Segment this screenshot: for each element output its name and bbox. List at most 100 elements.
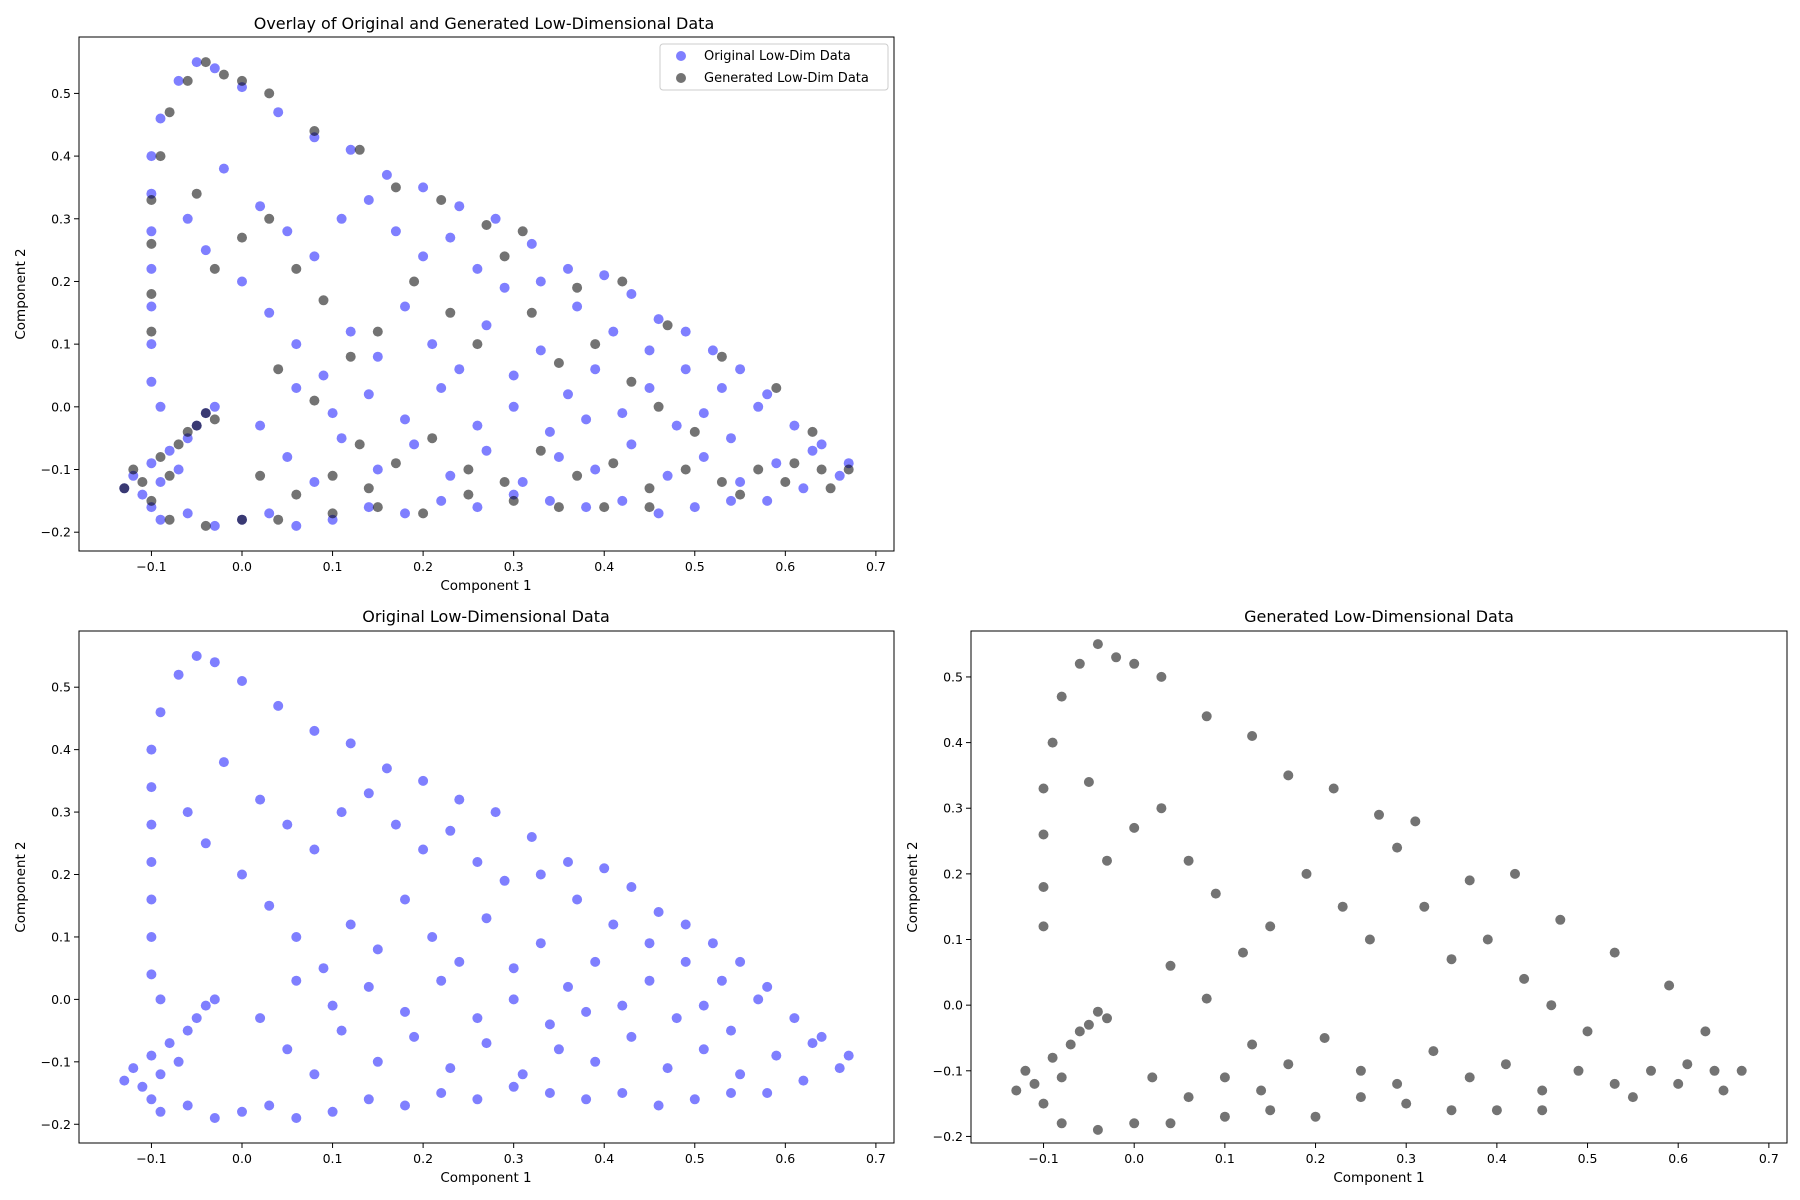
original-points — [119, 651, 854, 1123]
scatter-point — [1355, 1092, 1366, 1103]
scatter-point — [282, 1044, 293, 1055]
scatter-point — [336, 433, 347, 444]
scatter-point — [173, 1056, 184, 1067]
scatter-point — [282, 819, 293, 830]
scatter-point — [264, 213, 275, 224]
scatter-point — [526, 238, 537, 249]
scatter-point — [581, 1006, 592, 1017]
scatter-point — [354, 439, 365, 450]
scatter-point — [753, 401, 764, 412]
scatter-point — [563, 857, 573, 867]
scatter-point — [363, 788, 374, 799]
scatter-point — [572, 301, 583, 312]
generated-points — [1011, 639, 1747, 1135]
scatter-point — [816, 1031, 827, 1042]
original-y-label: Component 2 — [13, 841, 29, 932]
scatter-point — [771, 458, 782, 469]
scatter-point — [363, 389, 374, 400]
scatter-point — [255, 470, 266, 481]
y-tick-label: 0.3 — [51, 211, 71, 226]
scatter-point — [209, 401, 220, 412]
scatter-point — [363, 483, 374, 494]
scatter-point — [1446, 1105, 1457, 1116]
scatter-point — [264, 508, 275, 519]
scatter-point — [182, 426, 193, 437]
scatter-point — [282, 452, 293, 462]
scatter-point — [508, 994, 519, 1005]
scatter-point — [291, 520, 302, 531]
scatter-point — [653, 907, 664, 917]
scatter-point — [237, 232, 247, 243]
scatter-point — [1047, 1052, 1058, 1063]
scatter-point — [626, 376, 637, 387]
scatter-point — [390, 458, 401, 469]
scatter-point — [191, 188, 202, 199]
scatter-point — [1500, 1059, 1511, 1070]
scatter-point — [1519, 973, 1530, 984]
scatter-point — [336, 807, 347, 818]
scatter-point — [517, 477, 528, 487]
scatter-point — [1129, 1118, 1140, 1129]
x-tick-label: −0.1 — [1028, 1151, 1058, 1166]
scatter-point — [590, 364, 601, 375]
y-tick-label: 0.1 — [51, 337, 71, 352]
scatter-point — [264, 1100, 275, 1111]
scatter-point — [146, 819, 157, 830]
scatter-point — [400, 414, 410, 425]
y-tick-label: 0.1 — [943, 932, 963, 947]
scatter-point — [146, 1050, 157, 1061]
scatter-point — [626, 439, 637, 450]
y-tick-label: 0.0 — [51, 399, 71, 414]
generated-y-label: Component 2 — [905, 841, 921, 932]
scatter-point — [146, 458, 157, 469]
legend-marker-generated — [676, 73, 686, 83]
scatter-point — [155, 994, 166, 1005]
scatter-point — [454, 201, 465, 212]
scatter-point — [1247, 1039, 1258, 1050]
scatter-point — [1083, 777, 1094, 787]
scatter-point — [327, 1106, 338, 1117]
y-tick-label: 0.1 — [51, 929, 71, 944]
x-tick-label: 0.0 — [232, 559, 252, 574]
x-tick-label: 0.5 — [685, 1151, 705, 1166]
scatter-point — [535, 869, 546, 880]
scatter-point — [273, 107, 284, 118]
scatter-point — [173, 669, 184, 680]
scatter-point — [209, 414, 220, 425]
scatter-point — [1537, 1105, 1548, 1116]
scatter-point — [318, 963, 329, 974]
scatter-point — [1038, 921, 1049, 932]
scatter-point — [182, 1025, 193, 1036]
scatter-point — [146, 1094, 157, 1105]
scatter-point — [1283, 1059, 1294, 1070]
scatter-point — [526, 832, 537, 842]
scatter-point — [1011, 1085, 1022, 1096]
scatter-point — [1609, 947, 1620, 958]
y-tick-label: 0.2 — [51, 274, 71, 289]
scatter-point — [490, 213, 501, 224]
scatter-point — [363, 1094, 374, 1105]
generated-y-axis: −0.2 −0.1 0.0 0.1 0.2 0.3 0.4 0.5 — [933, 669, 971, 1144]
scatter-point — [191, 651, 202, 661]
scatter-point — [255, 1013, 266, 1024]
scatter-point — [563, 263, 573, 274]
scatter-point — [209, 1113, 220, 1123]
scatter-point — [436, 1088, 447, 1098]
x-tick-label: 0.1 — [323, 1151, 343, 1166]
scatter-point — [264, 88, 275, 99]
scatter-point — [789, 1013, 800, 1024]
original-y-axis: −0.2 −0.1 0.0 0.1 0.2 0.3 0.4 0.5 — [41, 680, 79, 1132]
scatter-point — [418, 775, 429, 786]
scatter-point — [481, 913, 492, 924]
scatter-point — [182, 508, 193, 519]
scatter-point — [264, 900, 275, 911]
scatter-point — [544, 1019, 555, 1030]
scatter-point — [644, 975, 655, 986]
scatter-point — [1210, 888, 1221, 899]
scatter-point — [590, 1056, 601, 1067]
scatter-point — [1038, 783, 1049, 794]
scatter-point — [499, 477, 510, 487]
scatter-point — [1709, 1065, 1720, 1076]
scatter-point — [1265, 921, 1276, 932]
y-tick-label: 0.2 — [51, 867, 71, 882]
